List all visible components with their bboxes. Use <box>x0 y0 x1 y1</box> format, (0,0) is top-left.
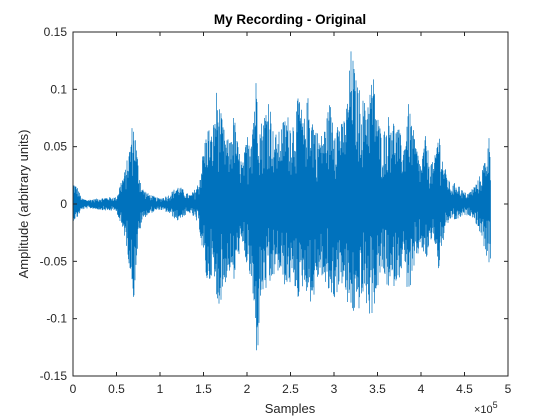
y-tick-labels: -0.15 -0.1 -0.05 0 0.05 0.1 0.15 <box>40 25 68 383</box>
x-tick-label: 1.5 <box>195 382 212 396</box>
x-tick-label: 2.5 <box>282 382 299 396</box>
x-axis-label: Samples <box>265 401 316 416</box>
x-tick-label: 1 <box>157 382 164 396</box>
x-tick-label: 0.5 <box>108 382 125 396</box>
x-axis-exponent-power: 5 <box>493 400 498 410</box>
x-tick-label: 0 <box>70 382 77 396</box>
x-axis-exponent: ×105 <box>474 400 498 416</box>
x-tick-label: 3 <box>331 382 338 396</box>
chart-title: My Recording - Original <box>214 12 366 27</box>
y-tick-label: 0 <box>60 197 67 211</box>
x-tick-label: 5 <box>505 382 512 396</box>
y-tick-label: -0.15 <box>40 369 68 383</box>
x-tick-label: 4.5 <box>456 382 473 396</box>
y-tick-label: 0.1 <box>50 82 67 96</box>
y-tick-label: 0.05 <box>44 140 68 154</box>
y-tick-label: -0.05 <box>40 254 68 268</box>
y-tick-label: 0.15 <box>44 25 68 39</box>
x-axis-exponent-base: ×10 <box>474 404 493 416</box>
axes-box <box>72 31 509 377</box>
x-tick-label: 2 <box>244 382 251 396</box>
x-tick-label: 3.5 <box>369 382 386 396</box>
x-tick-label: 4 <box>418 382 425 396</box>
y-axis-label: Amplitude (arbitrary units) <box>16 130 31 279</box>
y-tick-label: -0.1 <box>46 312 67 326</box>
x-tick-labels: 0 0.5 1 1.5 2 2.5 3 3.5 4 4.5 5 <box>70 382 512 396</box>
